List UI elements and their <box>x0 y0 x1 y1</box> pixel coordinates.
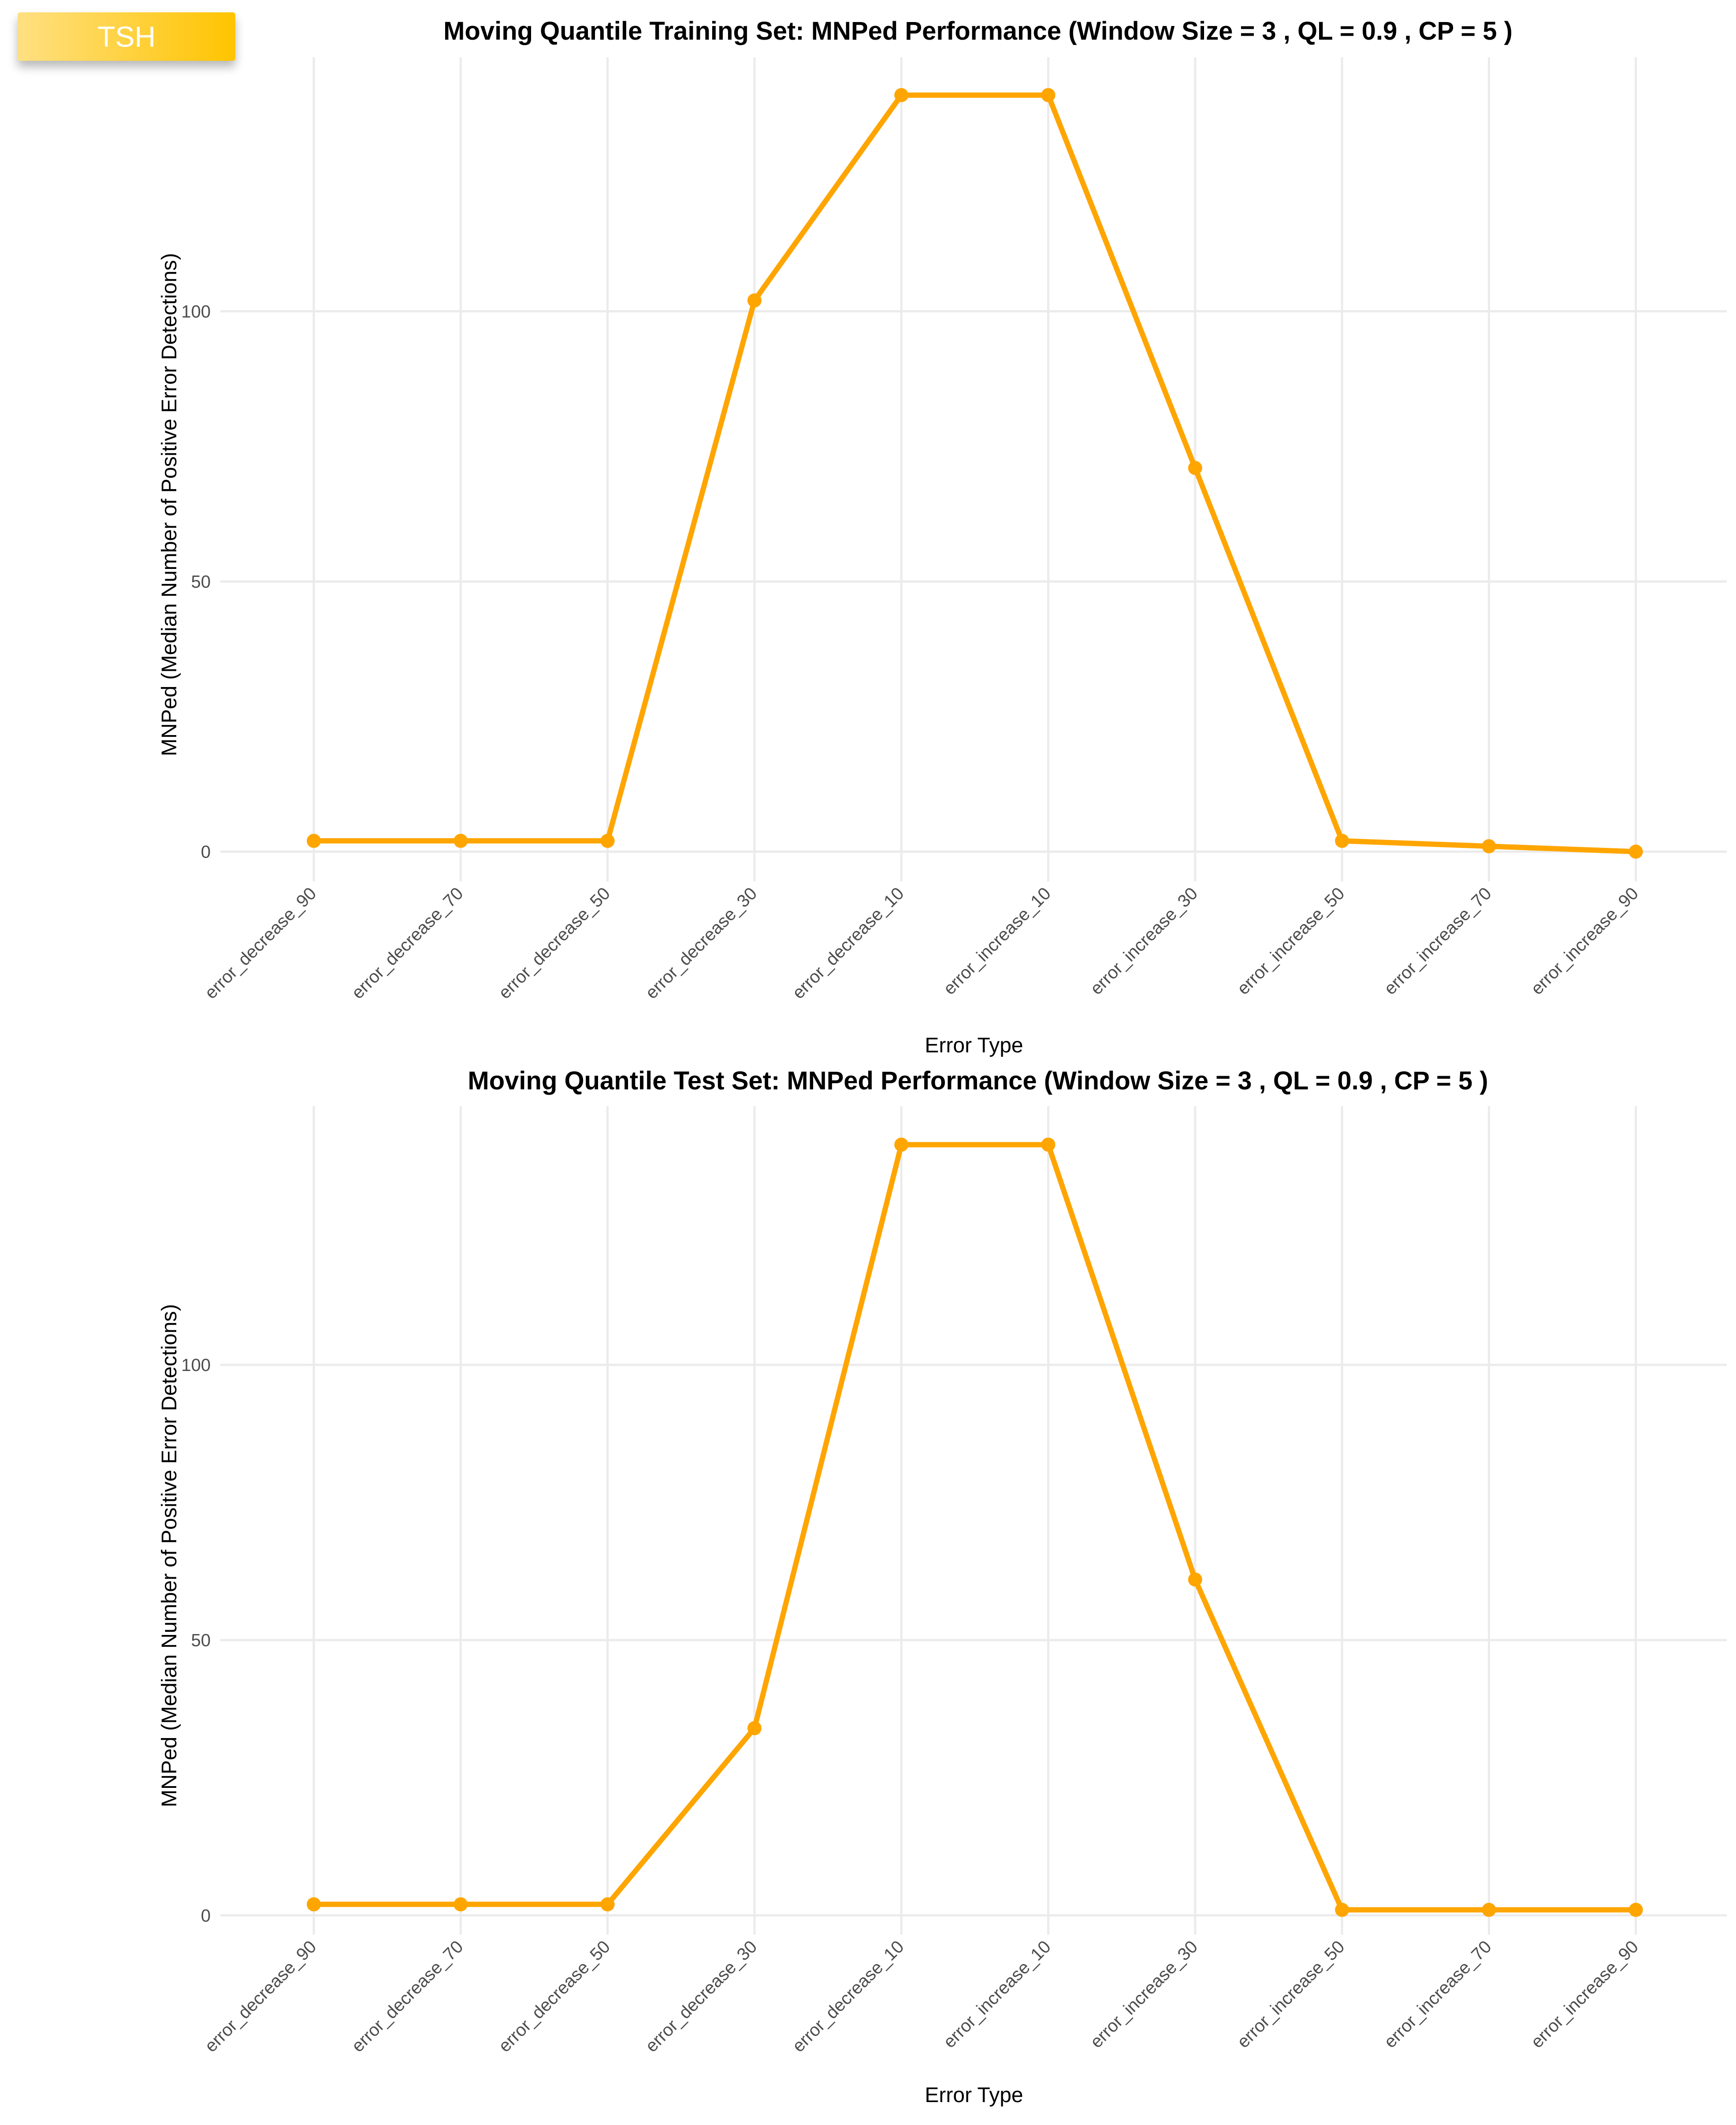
chart-2-xtick-label: error_increase_50 <box>1234 1937 1349 2052</box>
chart-1-xtick-label: error_increase_50 <box>1234 884 1349 999</box>
chart-1-data-point <box>894 88 909 102</box>
chart-2-x-axis-label: Error Type <box>925 2084 1023 2107</box>
chart-2-ytick-label: 0 <box>201 1906 211 1925</box>
chart-1-x-axis-label: Error Type <box>925 1034 1023 1057</box>
chart-1-data-point <box>747 293 762 308</box>
chart-2-data-point <box>1482 1902 1496 1917</box>
chart-2: 0 50 100 error_decrease_90 error_decrease_70… <box>158 1066 1727 2107</box>
chart-1-ytick-label: 50 <box>191 572 211 591</box>
chart-2-data-point <box>747 1721 762 1735</box>
chart-1-xtick-label: error_decrease_10 <box>788 884 907 1003</box>
tsh-badge: TSH <box>18 12 235 61</box>
chart-1-xtick-label: error_increase_70 <box>1380 884 1495 999</box>
chart-1-ytick-label: 100 <box>181 302 211 321</box>
chart-2-y-axis-label: MNPed (Median Number of Positive Error D… <box>158 1304 181 1807</box>
chart-2-data-point <box>894 1137 909 1152</box>
chart-1-xtick-label: error_decrease_30 <box>642 884 761 1003</box>
chart-2-xtick-label: error_increase_10 <box>940 1937 1055 2052</box>
chart-2-xtick-label: error_decrease_90 <box>201 1937 320 2056</box>
chart-1-data-point <box>1188 461 1202 475</box>
chart-2-xtick-label: error_increase_90 <box>1527 1937 1642 2052</box>
chart-1-xtick-label: error_decrease_70 <box>348 884 467 1003</box>
chart-1-xtick-label: error_increase_10 <box>940 884 1055 999</box>
chart-1-xtick-label: error_decrease_90 <box>201 884 320 1003</box>
chart-2-ytick-label: 100 <box>181 1356 211 1375</box>
chart-2-xtick-label: error_decrease_70 <box>348 1937 467 2056</box>
chart-2-data-point <box>1041 1137 1056 1152</box>
chart-2-xtick-label: error_decrease_30 <box>642 1937 761 2056</box>
chart-1-data-point <box>1335 834 1349 848</box>
chart-2-xtick-label: error_increase_30 <box>1086 1937 1201 2052</box>
chart-1-y-axis-label: MNPed (Median Number of Positive Error D… <box>158 253 181 756</box>
chart-1-data-point <box>1482 839 1496 854</box>
badge-label: TSH <box>97 20 156 53</box>
chart-2-data-point <box>1188 1572 1202 1587</box>
chart-1-data-point <box>600 834 615 848</box>
chart-1-data-point <box>1628 844 1643 859</box>
chart-1-data-point <box>1041 88 1056 102</box>
chart-1: 0 50 100 error_decrease_90 error_decrease_70… <box>158 17 1727 1057</box>
chart-1-data-point <box>454 834 468 848</box>
chart-2-data-point <box>1335 1902 1349 1917</box>
chart-2-ytick-label: 50 <box>191 1631 211 1650</box>
chart-2-series-line <box>311 1142 1639 1913</box>
chart-1-ytick-label: 0 <box>201 843 211 862</box>
chart-2-xtick-label: error_decrease_50 <box>495 1937 614 2056</box>
chart-1-xtick-label: error_increase_90 <box>1527 884 1642 999</box>
chart-2-xtick-label: error_increase_70 <box>1380 1937 1495 2052</box>
chart-2-data-point <box>1628 1902 1643 1917</box>
chart-1-xtick-label: error_decrease_50 <box>495 884 614 1003</box>
chart-2-data-point <box>454 1897 468 1912</box>
chart-2-data-point <box>307 1897 321 1912</box>
chart-2-xtick-label: error_decrease_10 <box>788 1937 907 2056</box>
chart-1-data-point <box>307 834 321 848</box>
chart-1-title: Moving Quantile Training Set: MNPed Perf… <box>443 17 1513 45</box>
chart-2-title: Moving Quantile Test Set: MNPed Performa… <box>468 1066 1488 1095</box>
chart-2-data-point <box>600 1897 615 1912</box>
chart-1-series-line <box>311 92 1639 854</box>
chart-1-xtick-label: error_increase_30 <box>1086 884 1201 999</box>
